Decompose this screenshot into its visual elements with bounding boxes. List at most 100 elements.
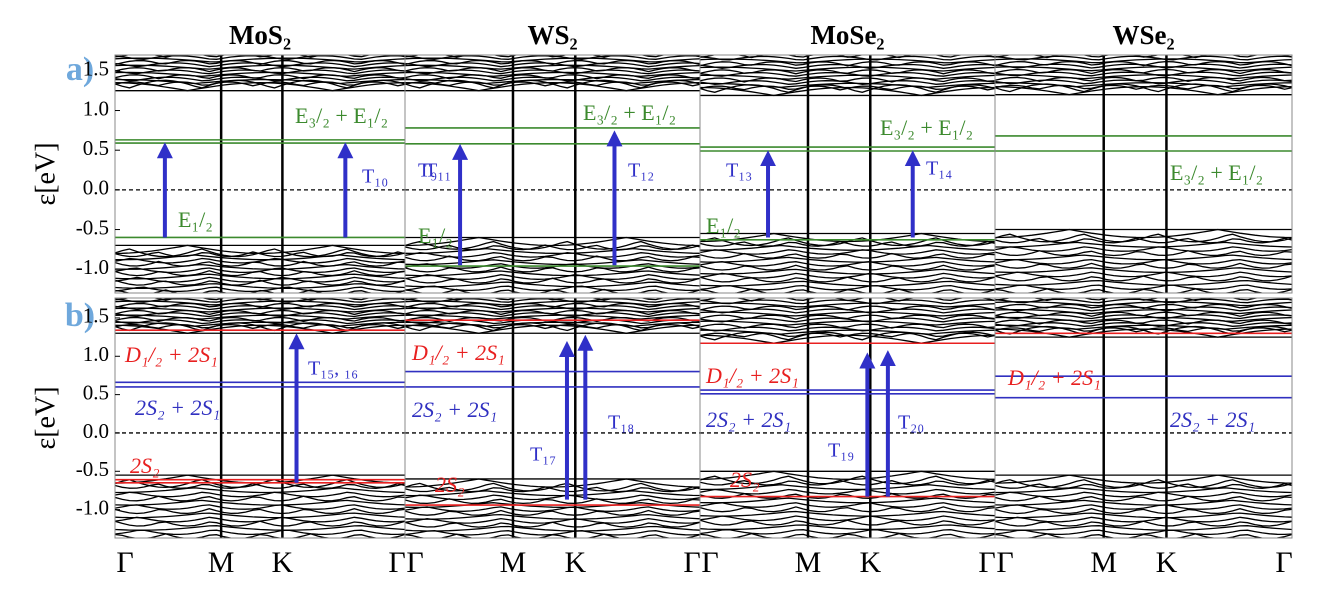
conduction-band xyxy=(700,77,995,83)
conduction-band xyxy=(1094,55,1260,56)
valence-band xyxy=(995,279,1292,286)
y-tick-label: -0.5 xyxy=(76,457,109,481)
valence-band xyxy=(700,288,995,293)
valence-band xyxy=(995,237,1292,244)
valence-band xyxy=(405,490,700,497)
level-label: E₁/₂ xyxy=(178,207,213,232)
panel-title: WS₂ xyxy=(527,20,577,50)
x-tick-label: Γ xyxy=(116,546,133,579)
level-label: 2S₂ + 2S₁ xyxy=(135,395,220,420)
valence-band xyxy=(115,283,405,289)
valence-band xyxy=(700,244,995,251)
valence-band xyxy=(995,491,1292,498)
valence-band xyxy=(505,292,666,293)
conduction-band xyxy=(115,298,405,301)
conduction-band xyxy=(995,298,1292,302)
valence-band xyxy=(405,288,700,293)
conduction-band xyxy=(405,298,700,301)
valence-band xyxy=(995,228,1292,239)
valence-band xyxy=(115,483,405,489)
valence-band xyxy=(405,502,700,509)
valence-band xyxy=(405,506,700,512)
level-label: 2S₂ xyxy=(130,453,160,478)
conduction-band xyxy=(115,82,405,92)
valence-band xyxy=(700,252,995,259)
transition-label: T₁₄ xyxy=(926,158,952,180)
valence-band xyxy=(995,504,1292,510)
conduction-band xyxy=(115,321,405,327)
level-label: D₁/₂ + 2S₁ xyxy=(1007,365,1101,390)
valence-band xyxy=(115,533,405,538)
transition-label: T₁₀ xyxy=(362,166,388,188)
transition-label: T₁₃ xyxy=(726,160,752,182)
conduction-band xyxy=(995,84,1292,90)
valence-band xyxy=(505,537,666,538)
level-label: E₁/₂ xyxy=(706,213,741,238)
panel-frame xyxy=(994,297,1293,539)
x-tick-label: Γ xyxy=(996,546,1013,579)
conduction-band xyxy=(405,67,700,73)
valence-band xyxy=(700,280,995,287)
valence-band xyxy=(800,292,961,293)
conduction-band xyxy=(115,323,405,330)
valence-band xyxy=(995,250,1292,257)
valence-band xyxy=(115,260,405,267)
valence-band xyxy=(700,268,995,275)
valence-band xyxy=(700,506,995,513)
conduction-band xyxy=(700,74,995,80)
valence-band xyxy=(405,494,700,501)
valence-band xyxy=(700,470,995,480)
x-tick-label: M xyxy=(1090,546,1117,579)
panel xyxy=(405,298,700,538)
valence-band xyxy=(405,513,700,520)
valence-band xyxy=(115,254,405,261)
panel-title: MoSe₂ xyxy=(810,20,884,50)
valence-band xyxy=(115,248,405,258)
panel xyxy=(405,55,700,293)
conduction-band xyxy=(405,324,700,334)
conduction-band xyxy=(700,320,995,326)
valence-band xyxy=(700,497,995,504)
conduction-band xyxy=(995,82,1292,88)
y-tick-label: 1.0 xyxy=(83,96,109,120)
valence-band xyxy=(405,247,700,255)
conduction-band xyxy=(405,82,700,92)
conduction-band xyxy=(405,307,700,313)
valence-band xyxy=(995,258,1292,265)
conduction-band xyxy=(405,321,700,327)
conduction-band xyxy=(212,298,374,299)
valence-band xyxy=(995,487,1292,494)
level-label: 2S₂ xyxy=(435,472,465,497)
valence-band xyxy=(405,498,700,505)
x-tick-label: M xyxy=(208,546,235,579)
valence-band xyxy=(700,484,995,491)
y-tick-label: 1.5 xyxy=(83,304,109,328)
valence-band xyxy=(700,237,995,247)
valence-band xyxy=(995,525,1292,531)
transition-label: T₁₈ xyxy=(608,412,634,434)
conduction-band xyxy=(405,55,700,58)
valence-band xyxy=(700,510,995,517)
valence-band xyxy=(115,273,405,280)
y-tick-label: 0.5 xyxy=(83,380,109,404)
conduction-band xyxy=(405,300,700,306)
valence-band xyxy=(995,288,1292,293)
conduction-band xyxy=(995,301,1292,307)
conduction-band xyxy=(115,324,405,334)
x-tick-label: Γ xyxy=(978,546,995,579)
conduction-band xyxy=(700,86,995,97)
valence-band xyxy=(115,495,405,502)
valence-band xyxy=(995,529,1292,536)
valence-band xyxy=(405,270,700,277)
valence-band xyxy=(700,479,995,486)
panel xyxy=(995,55,1292,293)
conduction-band xyxy=(995,308,1292,315)
valence-band xyxy=(995,267,1292,274)
valence-band xyxy=(995,246,1292,252)
conduction-band xyxy=(115,74,405,80)
conduction-band xyxy=(995,86,1292,96)
panel-title: MoS₂ xyxy=(229,20,291,50)
conduction-band xyxy=(798,55,963,56)
valence-band xyxy=(405,277,700,284)
